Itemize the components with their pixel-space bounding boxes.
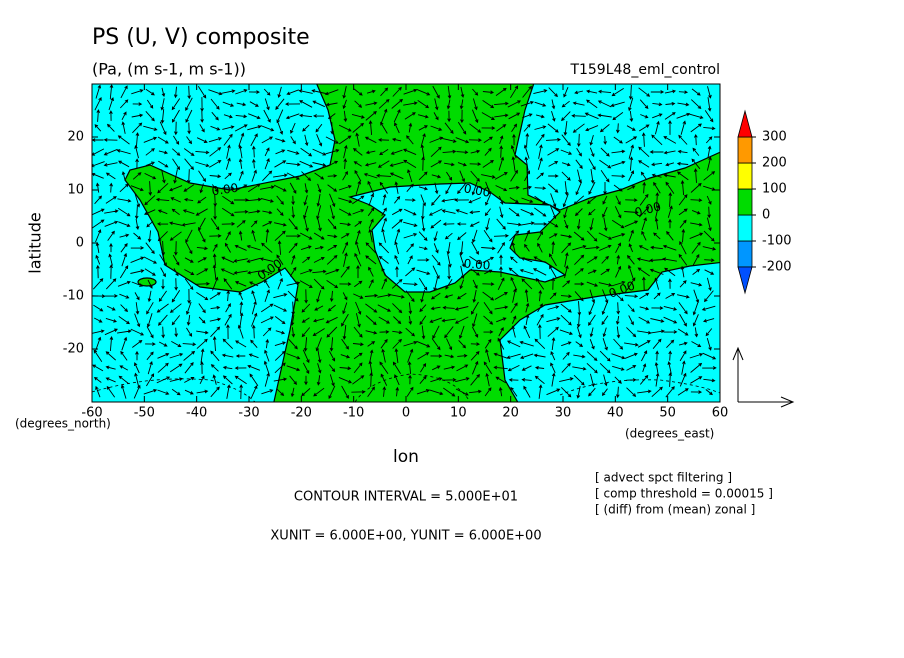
x-tick-label: 50 [659,406,676,421]
colorbar-extend [737,266,753,295]
contour-label: 0.00 [463,256,491,272]
vector-units: XUNIT = 6.000E+00, YUNIT = 6.000E+00 [270,529,541,544]
colorbar-segment [737,240,753,268]
field-region [137,277,157,287]
x-unit-label: (degrees_east) [625,427,714,441]
colorbar-segment [737,136,753,164]
dashed-contour [354,373,471,402]
colorbar-label: 300 [762,130,787,145]
x-tick-label: 20 [502,406,519,421]
x-tick-label: -30 [238,406,259,421]
y-axis-label: latitude [26,212,45,273]
reference-vector [732,346,795,408]
x-tick-label: 10 [450,406,467,421]
x-tick-label: 60 [712,406,729,421]
x-tick-label: -60 [81,406,102,421]
plot-area [92,84,720,402]
colorbar-label: -200 [762,260,792,275]
x-tick-label: -40 [186,406,207,421]
dashed-contour [559,379,720,396]
chart-title: PS (U, V) composite [92,25,310,50]
note: [ comp threshold = 0.00015 ] [595,487,773,501]
y-tick-label: 10 [67,183,84,198]
colorbar-segment [737,188,753,216]
x-tick-label: -10 [343,406,364,421]
y-tick-label: 20 [67,130,84,145]
dashed-contour [92,378,256,402]
x-tick-label: 40 [607,406,624,421]
colorbar-segment [737,214,753,242]
x-tick-label: -50 [134,406,155,421]
colorbar-label: -100 [762,234,792,249]
y-unit-label: (degrees_north) [15,417,111,431]
y-tick-label: 0 [76,236,84,251]
x-tick-label: 30 [555,406,572,421]
x-tick-label: 0 [402,406,410,421]
note: [ (diff) from (mean) zonal ] [595,503,755,517]
y-tick-label: -20 [63,342,84,357]
x-axis-label: lon [393,447,419,467]
colorbar-label: 0 [762,208,770,223]
colorbar-label: 100 [762,182,787,197]
colorbar-extend [737,109,753,138]
y-tick-label: -10 [63,289,84,304]
contour-label: 0.00 [633,199,662,219]
vector-field [92,84,717,400]
contour-label: 0.00 [211,181,239,199]
wind-vectors [92,84,717,400]
colorbar: -200 -100 0 100 200 300 [737,109,792,295]
chart-subtitle: (Pa, (m s-1, m s-1)) [92,60,246,79]
colorbar-segment [737,162,753,190]
colorbar-label: 200 [762,156,787,171]
contour-interval: CONTOUR INTERVAL = 5.000E+01 [294,490,518,505]
run-name: T159L48_eml_control [569,62,720,78]
note: [ advect spct filtering ] [595,471,732,485]
x-tick-label: -20 [291,406,312,421]
contour-label: 0.00 [463,181,492,199]
